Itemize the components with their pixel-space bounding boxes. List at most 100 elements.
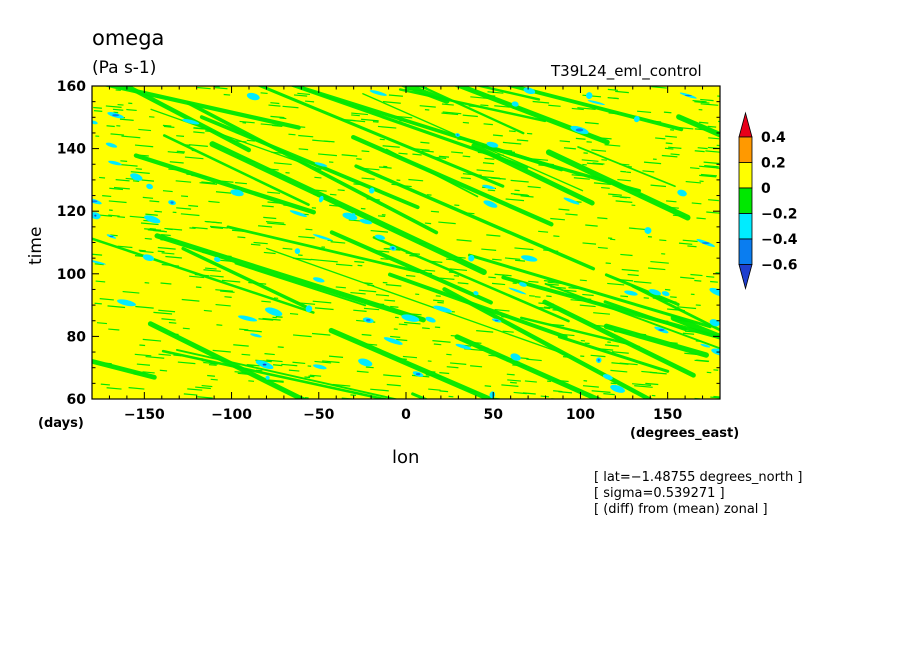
omega-streak [441, 112, 459, 116]
omega-streak [590, 354, 606, 358]
omega-streak [312, 300, 332, 304]
omega-streak [308, 375, 315, 378]
omega-streak [261, 205, 274, 208]
x-tick-label: 100 [566, 407, 595, 423]
omega-streak [462, 114, 478, 118]
omega-streak [663, 111, 672, 114]
omega-streak [175, 180, 192, 183]
omega-streak [510, 192, 528, 196]
omega-core [170, 201, 174, 204]
omega-streak [231, 229, 244, 232]
omega-streak [460, 177, 471, 180]
colorbar-label: −0.6 [761, 258, 798, 274]
omega-band [147, 321, 308, 399]
omega-streak [449, 268, 468, 272]
omega-streak [372, 121, 379, 123]
omega-band [471, 143, 595, 206]
omega-streak [311, 332, 331, 336]
omega-streak [201, 181, 216, 184]
omega-streak [493, 148, 513, 152]
omega-streak [715, 272, 720, 274]
omega-streak [186, 173, 202, 177]
omega-streak [538, 164, 548, 167]
omega-streak [456, 239, 472, 242]
omega-streak [109, 187, 124, 191]
x-tick-label: −150 [124, 407, 165, 423]
omega-streak [564, 289, 577, 292]
omega-streak [690, 167, 700, 170]
omega-streak [438, 221, 456, 225]
omega-streak [119, 163, 138, 167]
omega-streak [203, 269, 221, 272]
omega-streak [351, 112, 368, 116]
omega-streak [149, 228, 157, 230]
omega-patch [313, 364, 327, 370]
omega-streak [543, 306, 559, 310]
omega-streak [201, 360, 213, 363]
colorbar-label: 0.4 [761, 130, 786, 146]
omega-streak [561, 333, 575, 337]
omega-streak [665, 135, 677, 138]
omega-streak [220, 290, 235, 293]
omega-streak [422, 327, 430, 330]
omega-streak [575, 137, 586, 140]
omega-streak [356, 370, 369, 373]
colorbar-box [738, 213, 753, 240]
omega-streak [94, 263, 104, 266]
omega-streak [194, 273, 210, 277]
omega-streak [677, 306, 697, 310]
omega-streak [110, 234, 118, 237]
omega-patch [648, 289, 662, 296]
omega-streak [267, 191, 281, 194]
omega-core [658, 328, 665, 331]
omega-streak [634, 385, 653, 388]
omega-streak [679, 127, 694, 130]
omega-streak [706, 211, 720, 214]
omega-streak [611, 351, 629, 354]
omega-streak [538, 302, 555, 305]
omega-streak [241, 353, 251, 356]
omega-streak [216, 324, 223, 326]
omega-streak [210, 378, 218, 381]
omega-band [505, 86, 684, 132]
omega-streak [253, 241, 268, 245]
omega-streak [288, 133, 296, 136]
omega-streak [237, 236, 246, 239]
omega-streak [314, 360, 332, 364]
omega-field [92, 48, 720, 399]
omega-band [603, 323, 709, 358]
y-tick-label: 160 [57, 79, 86, 95]
omega-streak [487, 91, 504, 94]
omega-streak [189, 275, 205, 279]
omega-streak [350, 291, 366, 295]
omega-streak [396, 338, 408, 342]
omega-streak [543, 249, 559, 252]
omega-patch [182, 118, 200, 125]
omega-band [442, 287, 654, 399]
omega-streak [700, 98, 714, 102]
omega-patch [294, 248, 301, 255]
annotation-diff: [ (diff) from (mean) zonal ] [594, 502, 768, 517]
omega-streak [305, 100, 315, 103]
omega-patch [142, 254, 155, 261]
omega-streak [383, 374, 402, 378]
omega-streak [366, 198, 380, 201]
omega-streak [382, 101, 401, 104]
omega-streak [608, 193, 622, 196]
omega-streak [365, 366, 374, 369]
omega-streak [462, 173, 482, 176]
omega-streak [93, 110, 103, 112]
omega-patch [383, 337, 403, 345]
omega-streak [292, 361, 306, 365]
omega-band [501, 275, 720, 340]
omega-streak [189, 227, 196, 230]
omega-patch [644, 227, 652, 234]
omega-streak [315, 189, 327, 192]
omega-band [641, 48, 719, 75]
omega-streak [156, 96, 170, 99]
omega-patch [305, 305, 313, 313]
omega-streak [706, 275, 715, 278]
omega-streak [696, 217, 706, 220]
omega-streak [361, 177, 375, 180]
omega-streak [548, 104, 561, 107]
